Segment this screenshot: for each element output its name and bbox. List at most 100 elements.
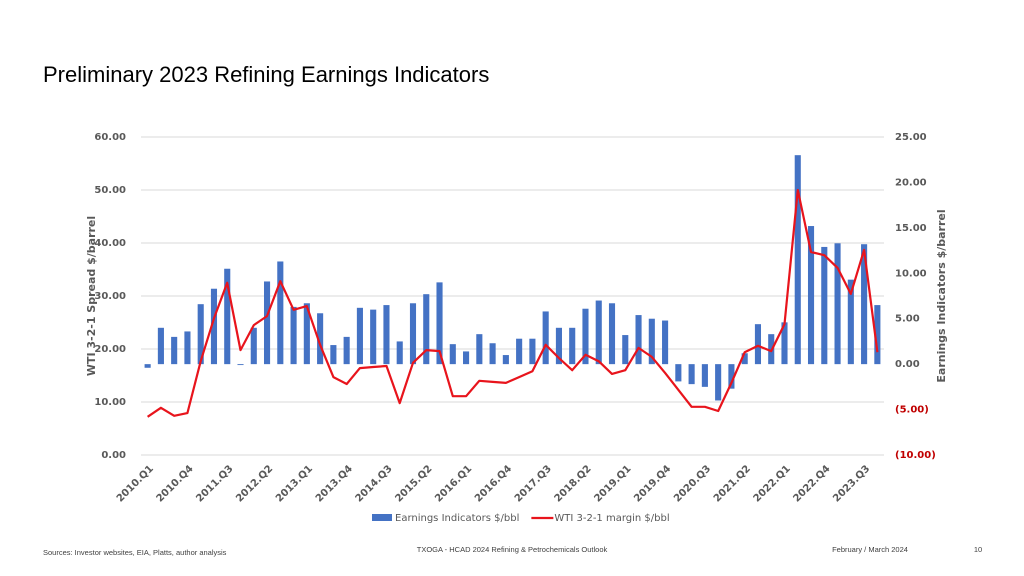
bar	[516, 338, 523, 365]
y2-tick-label: (5.00)	[895, 405, 929, 416]
x-tick-label: 2016.Q4	[473, 463, 514, 504]
y2-tick-label: 10.00	[895, 268, 927, 279]
bar	[741, 353, 748, 365]
y2-tick-label: 5.00	[895, 314, 920, 325]
y2-tick-label: (10.00)	[895, 450, 936, 461]
bar	[210, 288, 218, 365]
bar	[595, 300, 602, 365]
y2-tick-label: 0.00	[895, 359, 920, 370]
y-tick-label: 60.00	[94, 132, 126, 143]
y2-tick-label: 15.00	[895, 223, 927, 234]
bar	[662, 320, 669, 365]
bar	[715, 364, 722, 401]
y-tick-label: 30.00	[94, 291, 126, 302]
y-tick-label: 0.00	[101, 450, 126, 461]
y-axis-label: WTI 3-2-1 Spread $/barrel	[85, 216, 98, 376]
legend-label: WTI 3-2-1 margin $/bbl	[554, 513, 669, 524]
bar	[423, 294, 430, 365]
y2-tick-label: 20.00	[895, 177, 927, 188]
bar	[555, 327, 562, 365]
bar	[463, 351, 470, 365]
bar	[224, 268, 231, 365]
bar	[277, 261, 284, 365]
x-tick-label: 2013.Q1	[274, 463, 315, 504]
bar	[635, 315, 642, 365]
legend-swatch	[372, 514, 392, 521]
footer-center: TXOGA - HCAD 2024 Refining & Petrochemic…	[417, 545, 608, 554]
bar	[529, 338, 536, 365]
bar	[290, 306, 297, 365]
x-tick-label: 2013.Q4	[314, 463, 355, 504]
bar	[370, 309, 377, 365]
bar	[489, 343, 496, 365]
bar	[343, 336, 350, 365]
y2-axis-label: Earnings Indicators $/barrel	[935, 209, 948, 382]
x-tick-label: 2016.Q1	[433, 463, 474, 504]
x-tick-label: 2012.Q2	[234, 463, 275, 504]
x-tick-label: 2010.Q4	[155, 463, 196, 504]
bar	[449, 344, 456, 365]
x-tick-label: 2019.Q4	[632, 463, 673, 504]
bar	[821, 246, 828, 365]
x-tick-label: 2014.Q3	[354, 463, 395, 504]
bar	[582, 308, 589, 365]
bar	[263, 281, 271, 365]
line	[146, 188, 879, 418]
bar	[197, 304, 204, 365]
bar	[688, 364, 695, 385]
bar	[157, 327, 164, 365]
source-note: Sources: Investor websites, EIA, Platts,…	[43, 548, 227, 557]
page-number: 10	[974, 545, 982, 554]
bar	[834, 243, 841, 365]
bar	[171, 336, 178, 365]
bar	[356, 307, 363, 365]
bar	[807, 226, 815, 365]
x-tick-label: 2022.Q4	[791, 463, 832, 504]
bar	[648, 318, 655, 365]
legend-label: Earnings Indicators $/bbl	[395, 513, 519, 524]
bar	[701, 364, 708, 387]
x-tick-label: 2018.Q2	[553, 463, 594, 504]
bar	[861, 244, 868, 365]
bar	[184, 331, 191, 365]
bar	[476, 334, 483, 365]
y-tick-label: 50.00	[94, 185, 126, 196]
bar	[542, 311, 549, 365]
footer-date: February / March 2024	[832, 545, 908, 554]
bar	[250, 327, 257, 365]
bar	[794, 155, 801, 365]
bar	[317, 313, 324, 365]
x-tick-label: 2010.Q1	[115, 463, 156, 504]
x-tick-label: 2021.Q2	[712, 463, 753, 504]
y2-tick-label: 25.00	[895, 132, 927, 143]
bar	[754, 324, 762, 365]
bar	[569, 327, 576, 365]
bar	[675, 364, 682, 382]
bar	[396, 341, 403, 365]
y-tick-label: 10.00	[94, 397, 126, 408]
bar	[436, 282, 443, 365]
x-tick-label: 2022.Q1	[752, 463, 793, 504]
x-tick-label: 2019.Q1	[592, 463, 633, 504]
bar	[237, 364, 244, 366]
bar	[847, 279, 854, 365]
bar	[303, 303, 310, 365]
bar	[383, 305, 390, 365]
bar	[608, 303, 616, 365]
x-tick-label: 2020.Q3	[672, 463, 713, 504]
bar	[502, 355, 509, 365]
bar	[409, 303, 417, 365]
bar	[728, 364, 735, 389]
bar	[874, 305, 881, 365]
x-tick-label: 2015.Q2	[393, 463, 434, 504]
x-tick-label: 2023.Q3	[831, 463, 872, 504]
chart-title: Preliminary 2023 Refining Earnings Indic…	[43, 62, 489, 87]
bar	[622, 335, 629, 365]
y-tick-label: 20.00	[94, 344, 126, 355]
bar	[330, 345, 337, 365]
y-tick-label: 40.00	[94, 238, 126, 249]
x-tick-label: 2017.Q3	[513, 463, 554, 504]
bar	[144, 364, 151, 368]
x-tick-label: 2011.Q3	[194, 463, 235, 504]
